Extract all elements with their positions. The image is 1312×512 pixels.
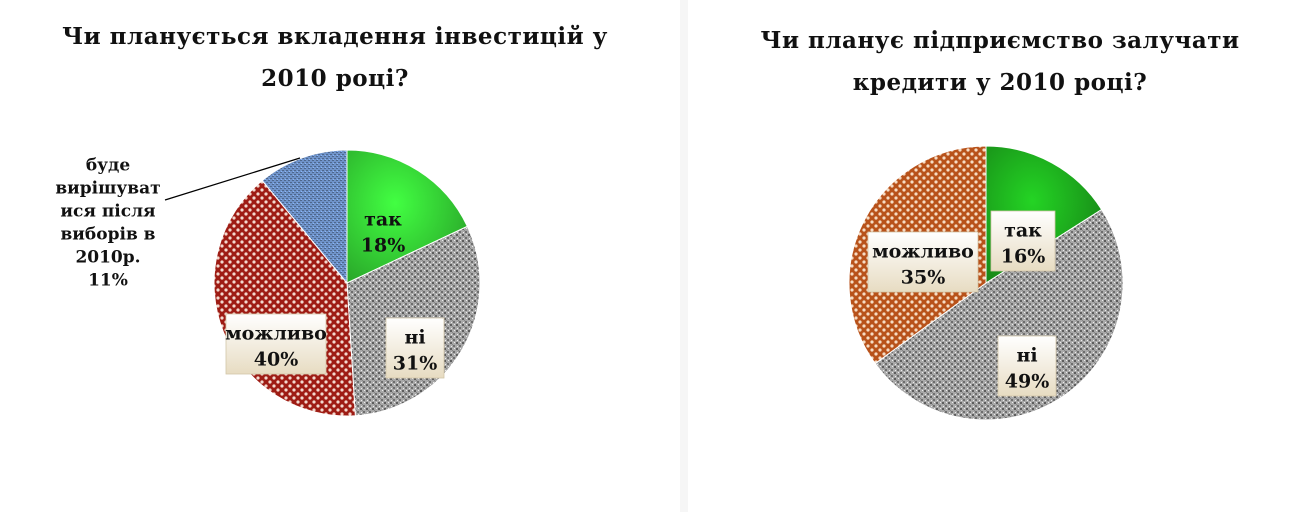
chart-title: Чи планується вкладення інвестицій у 201… [62, 23, 608, 92]
value-label: 18% [361, 235, 406, 257]
chart-panel-investments: Чи планується вкладення інвестицій у 201… [55, 23, 608, 417]
slice-label-можливо: можливо 35% [867, 231, 979, 293]
value-label: 49% [1005, 371, 1050, 393]
pie-chart-credits: так 16% ні 49% можливо 35% [848, 145, 1124, 421]
category-label: ися після [60, 201, 155, 221]
pie-chart-investments: так 18% ні 31% можливо 40% буде вирішуват ися пі… [55, 149, 481, 417]
label-box [997, 335, 1057, 397]
label-box [867, 231, 979, 293]
value-label: 11% [88, 270, 128, 290]
category-label: виборів в [61, 224, 156, 244]
label-box [225, 313, 327, 375]
value-label: 16% [1001, 246, 1046, 268]
label-box [385, 317, 445, 379]
category-label: вирішуват [55, 178, 160, 198]
category-label: ні [1016, 345, 1037, 367]
label-box [990, 210, 1056, 272]
chart-panel-credits: Чи планує підприємство залучати кредити … [690, 0, 1312, 512]
category-label: 2010р. [75, 247, 140, 267]
category-label: можливо [225, 323, 327, 345]
category-label: ні [404, 327, 425, 349]
slice-label-ні: ні 49% [997, 335, 1057, 397]
category-label: можливо [872, 241, 974, 263]
value-label: 35% [901, 267, 946, 289]
slice-label-ні: ні 31% [385, 317, 445, 379]
panel-divider [680, 0, 688, 512]
value-label: 40% [254, 349, 299, 371]
slice-label-так: так 16% [990, 210, 1056, 272]
slice-label-буде-вирішуватися-після-виборів-в-2010р: буде вирішуват ися після виборів в 2010р. 11% [55, 155, 160, 290]
category-label: так [1004, 220, 1042, 242]
pie-slice-ні [874, 208, 1124, 421]
leader-line [164, 157, 301, 201]
chart-title: Чи планує підприємство залучати кредити … [760, 27, 1240, 96]
pie-slice-буде-вирішуватися-після-виборів-в-2010р [261, 149, 348, 285]
value-label: 31% [393, 353, 438, 375]
category-label: буде [86, 155, 131, 175]
slice-label-так: так 18% [361, 209, 406, 257]
slice-label-можливо: можливо 40% [225, 313, 327, 375]
category-label: так [364, 209, 402, 231]
pie-slice-так [346, 149, 469, 284]
